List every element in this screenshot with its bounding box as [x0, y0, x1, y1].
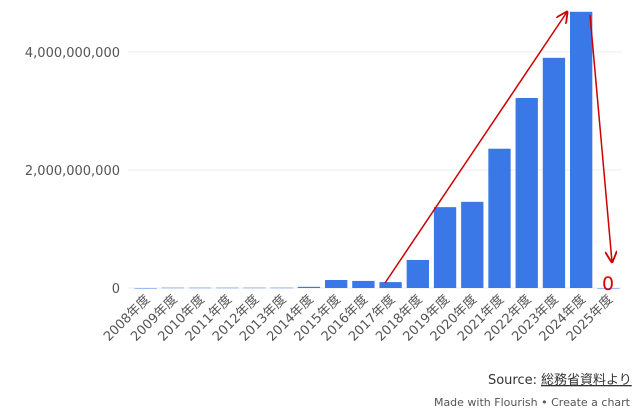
bar	[188, 287, 212, 289]
bar	[134, 288, 157, 289]
bar	[461, 201, 484, 288]
annotation: 0	[602, 273, 614, 295]
bar	[243, 287, 266, 289]
bar	[433, 207, 457, 288]
bar	[216, 287, 239, 289]
bar	[515, 97, 538, 288]
source-label: Source:	[488, 373, 537, 388]
drop-arrow	[589, 14, 612, 262]
y-tick-label: 2,000,000,000	[25, 164, 120, 179]
bar	[488, 148, 511, 288]
bar	[570, 11, 593, 288]
source-link[interactable]: 総務省資料より	[541, 373, 632, 388]
y-tick-label: 4,000,000,000	[25, 46, 120, 61]
bar	[297, 286, 321, 288]
bar	[325, 279, 348, 288]
bar	[379, 282, 402, 288]
bar	[270, 287, 293, 289]
footer[interactable]: Made with Flourish • Create a chart	[434, 396, 631, 409]
bar	[161, 287, 184, 289]
trend-arrow	[384, 12, 567, 284]
bar	[597, 288, 620, 289]
y-tick-label: 0	[112, 282, 120, 297]
bar	[406, 259, 429, 288]
bar	[352, 280, 375, 288]
bar	[542, 57, 566, 289]
